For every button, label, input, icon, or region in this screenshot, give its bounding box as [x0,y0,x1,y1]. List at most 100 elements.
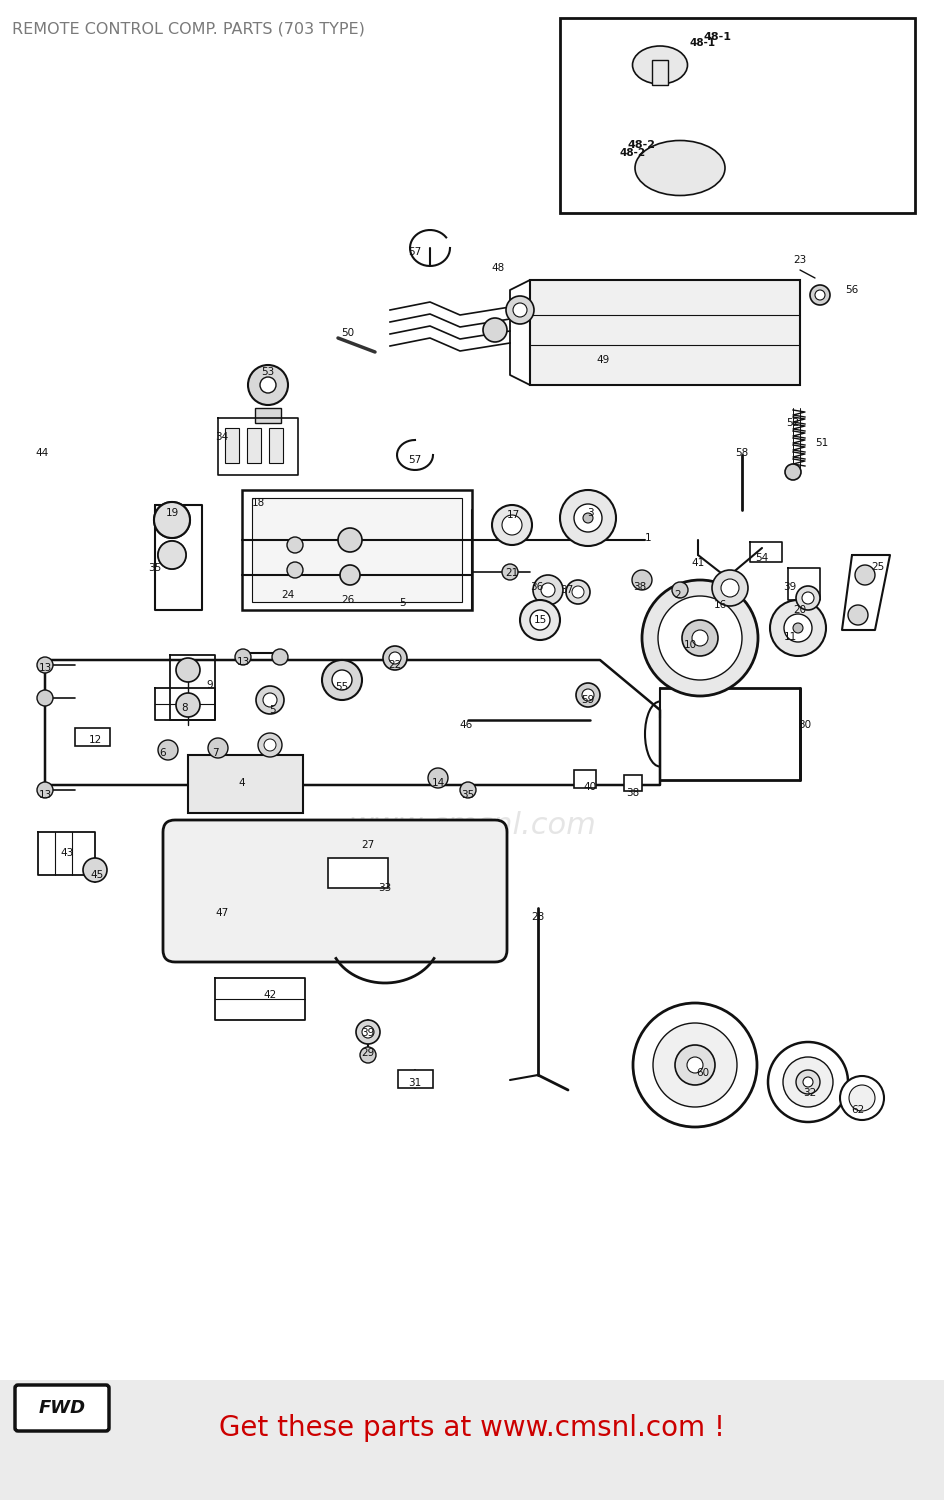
Text: 57: 57 [408,454,421,465]
Bar [246,427,261,464]
Circle shape [154,503,190,538]
Circle shape [571,586,583,598]
Circle shape [769,600,825,656]
Circle shape [848,1084,874,1112]
Circle shape [784,614,811,642]
Bar [0,1380,944,1500]
Circle shape [532,574,563,604]
Text: 45: 45 [91,870,104,880]
Text: 31: 31 [408,1078,421,1088]
Circle shape [492,506,531,544]
Text: 53: 53 [261,368,275,376]
Text: 2: 2 [674,590,681,600]
Text: 55: 55 [335,682,348,692]
Circle shape [287,537,303,554]
Circle shape [428,768,447,788]
Text: 57: 57 [408,248,421,256]
Circle shape [560,490,615,546]
Circle shape [691,630,707,646]
Text: 6: 6 [160,748,166,758]
Text: 50: 50 [341,328,354,338]
Circle shape [839,1076,883,1120]
Circle shape [795,586,819,610]
Circle shape [802,1077,812,1088]
Text: 7: 7 [211,748,218,758]
Text: 17: 17 [506,510,519,520]
Circle shape [37,657,53,674]
Circle shape [158,740,177,760]
Circle shape [287,562,303,578]
Circle shape [671,582,687,598]
Circle shape [795,1070,819,1094]
Circle shape [641,580,757,696]
Text: www.cmsnl.com: www.cmsnl.com [348,810,596,840]
Ellipse shape [632,46,687,84]
Circle shape [801,592,813,604]
Circle shape [235,650,251,664]
Circle shape [632,570,651,590]
Text: 9: 9 [207,680,213,690]
Text: 24: 24 [281,590,295,600]
Text: 48-2: 48-2 [619,148,646,158]
Circle shape [783,1058,832,1107]
Text: 56: 56 [845,285,858,296]
Text: 48: 48 [491,262,504,273]
Circle shape [382,646,407,670]
Circle shape [854,566,874,585]
Circle shape [331,670,351,690]
Text: 10: 10 [683,640,696,650]
Bar [651,60,667,86]
Text: 5: 5 [399,598,406,608]
Text: 13: 13 [39,790,52,800]
Text: 23: 23 [793,255,806,266]
Text: 20: 20 [793,604,806,615]
Text: 18: 18 [251,498,264,508]
Text: 13: 13 [39,663,52,674]
Circle shape [540,584,554,597]
Circle shape [505,296,533,324]
Text: 40: 40 [582,782,596,792]
Circle shape [501,564,517,580]
Circle shape [460,782,476,798]
Text: 25: 25 [870,562,884,572]
FancyBboxPatch shape [15,1384,109,1431]
Bar [252,498,462,602]
FancyBboxPatch shape [162,821,507,962]
Circle shape [262,693,277,706]
Bar [530,280,800,386]
Text: 48-1: 48-1 [702,32,731,42]
Text: 29: 29 [361,1048,374,1058]
Text: 30: 30 [798,720,811,730]
Circle shape [158,542,186,568]
Text: 60: 60 [696,1068,709,1078]
Text: 26: 26 [341,596,354,604]
Text: 43: 43 [60,847,74,858]
Circle shape [360,1047,376,1064]
Circle shape [162,512,181,530]
Circle shape [573,504,601,532]
Circle shape [83,858,107,882]
Text: 59: 59 [581,694,594,705]
Bar [255,408,280,423]
Text: 5: 5 [268,705,275,716]
Circle shape [272,650,288,664]
Text: 42: 42 [263,990,277,1000]
Text: 49: 49 [596,356,609,364]
Text: 14: 14 [430,778,445,788]
Circle shape [652,1023,736,1107]
Bar [225,427,239,464]
Bar [397,1070,432,1088]
Circle shape [784,464,801,480]
Text: 1: 1 [644,532,650,543]
Circle shape [576,682,599,706]
Text: 62: 62 [851,1106,864,1114]
Circle shape [565,580,589,604]
Circle shape [356,1020,379,1044]
Circle shape [767,1042,847,1122]
Circle shape [340,566,360,585]
Text: 35: 35 [148,562,161,573]
Circle shape [338,528,362,552]
Text: 4: 4 [239,778,245,788]
Bar [623,776,641,790]
Circle shape [674,1046,715,1084]
